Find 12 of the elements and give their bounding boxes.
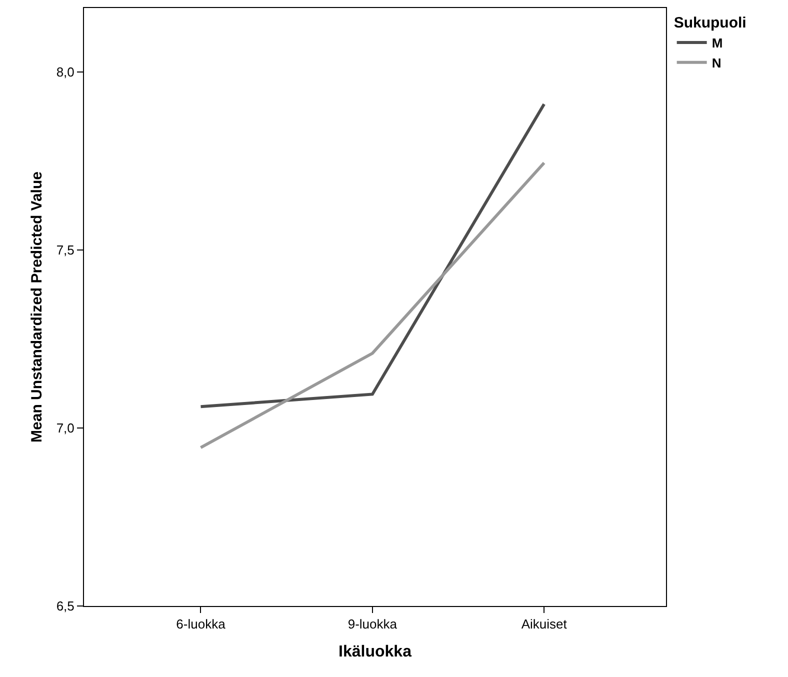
- legend-label: M: [712, 36, 723, 51]
- y-tick-label: 7,5: [56, 242, 74, 258]
- legend-label: N: [712, 55, 722, 70]
- legend-title: Sukupuoli: [674, 14, 746, 32]
- x-tick-label: 6-luokka: [176, 616, 226, 632]
- y-axis-title: Mean Unstandardized Predicted Value: [28, 172, 46, 442]
- x-tick-label: 9-luokka: [348, 616, 398, 632]
- y-tick-label: 8,0: [56, 64, 74, 80]
- y-tick-label: 6,5: [56, 598, 74, 614]
- x-axis-title: Ikäluokka: [338, 643, 412, 660]
- x-tick-label: Aikuiset: [521, 616, 568, 632]
- y-tick-label: 7,0: [56, 420, 74, 436]
